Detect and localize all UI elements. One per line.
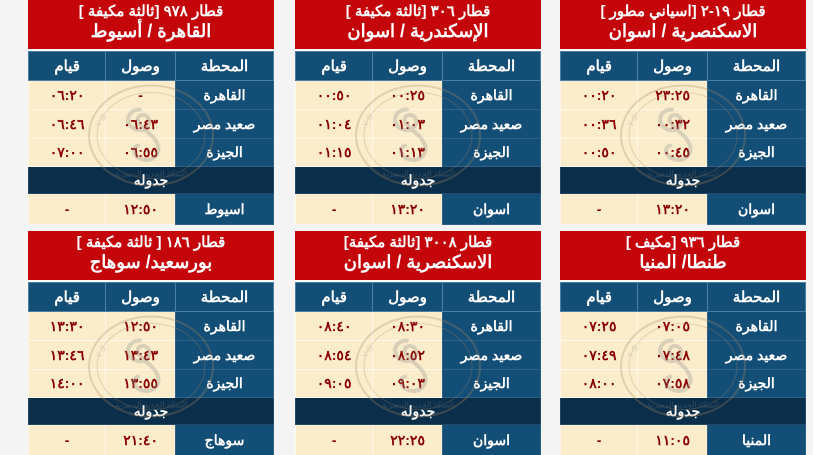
svg-text:EGYPTIAN RAILWAYS: EGYPTIAN RAILWAYS <box>618 84 641 129</box>
svg-text:السكة الحديد المصرية: السكة الحديد المصرية <box>647 170 720 179</box>
svg-text:السكة الحديد المصرية: السكة الحديد المصرية <box>647 401 720 410</box>
svg-text:EGYPTIAN RAILWAYS: EGYPTIAN RAILWAYS <box>86 84 109 129</box>
svg-text:EGYPTIAN RAILWAYS: EGYPTIAN RAILWAYS <box>353 315 376 360</box>
svg-text:السكة الحديد المصرية: السكة الحديد المصرية <box>382 170 455 179</box>
svg-text:السكة الحديد المصرية: السكة الحديد المصرية <box>382 401 455 410</box>
svg-text:EGYPTIAN RAILWAYS: EGYPTIAN RAILWAYS <box>353 84 376 129</box>
svg-text:EGYPTIAN RAILWAYS: EGYPTIAN RAILWAYS <box>86 315 109 360</box>
svg-text:السكة الحديد المصرية: السكة الحديد المصرية <box>115 170 188 179</box>
svg-text:EGYPTIAN RAILWAYS: EGYPTIAN RAILWAYS <box>618 315 641 360</box>
svg-text:السكة الحديد المصرية: السكة الحديد المصرية <box>115 401 188 410</box>
